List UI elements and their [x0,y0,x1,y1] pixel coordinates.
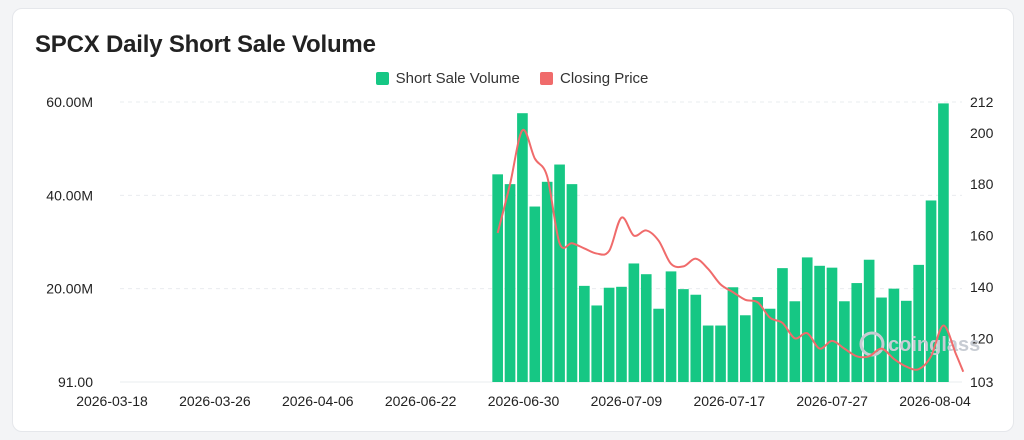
bar [653,308,664,382]
chart-title: SPCX Daily Short Sale Volume [35,31,376,58]
x-tick-label: 2026-06-22 [385,393,457,409]
bar [628,263,640,382]
bar [715,325,726,382]
y-left-tick-label: 60.00M [46,94,93,110]
bar [579,285,590,382]
bar [678,289,689,382]
bar [504,184,516,382]
y-left-tick-label: 20.00M [46,281,93,297]
y-right-tick-label: 212 [970,94,994,110]
bar [690,294,702,382]
y-right-tick-label: 103 [970,374,994,390]
bar [764,308,776,382]
legend-item-short-volume[interactable]: Short Sale Volume [375,70,520,87]
bar [554,164,565,382]
bar [591,305,603,382]
y-right-tick-label: 180 [970,176,994,192]
closing-price-line [496,128,965,373]
bar [900,300,912,382]
y-right-tick-label: 160 [970,228,994,244]
watermark-text: coinglass [888,334,980,356]
bar [702,325,714,382]
bar [863,259,875,382]
y-left-tick-label: 40.00M [46,187,93,203]
x-tick-label: 2026-07-27 [796,393,868,409]
bar [938,103,949,383]
bar [913,264,924,382]
bar [826,267,838,382]
bar [777,268,788,382]
legend-swatch-bar [375,72,389,85]
bar [925,200,937,382]
bar [517,113,528,382]
y-right-tick-label: 200 [970,125,994,141]
bar [888,288,900,382]
bar [789,301,801,382]
x-tick-label: 2026-06-30 [488,393,560,409]
bar [752,297,764,382]
bar [814,265,825,382]
bar [640,274,652,382]
bar [541,181,553,382]
legend-label: Closing Price [560,70,649,87]
bar [616,286,627,382]
bar [801,257,813,382]
bar [851,283,863,382]
x-tick-label: 2026-07-17 [693,393,765,409]
bar [727,287,739,382]
legend-label: Short Sale Volume [395,70,520,87]
y-right-tick-label: 120 [970,330,994,346]
x-tick-label: 2026-08-04 [899,393,971,409]
y-right-tick-label: 140 [970,279,994,295]
bar [566,184,578,382]
legend-swatch-line [540,72,554,85]
bar [529,206,541,382]
legend-item-closing-price[interactable]: Closing Price [540,70,648,87]
x-tick-label: 2026-03-26 [179,393,251,409]
x-tick-label: 2026-04-06 [282,393,354,409]
bar [492,174,503,382]
bar [603,287,615,382]
x-tick-label: 2026-07-09 [591,393,663,409]
y-left-tick-label: 91.00 [58,374,93,390]
bar [665,271,677,382]
bar [839,301,850,382]
chart-legend: Short Sale Volume Closing Price [0,70,1024,89]
bar [739,315,751,382]
x-tick-label: 2026-03-18 [76,393,148,409]
